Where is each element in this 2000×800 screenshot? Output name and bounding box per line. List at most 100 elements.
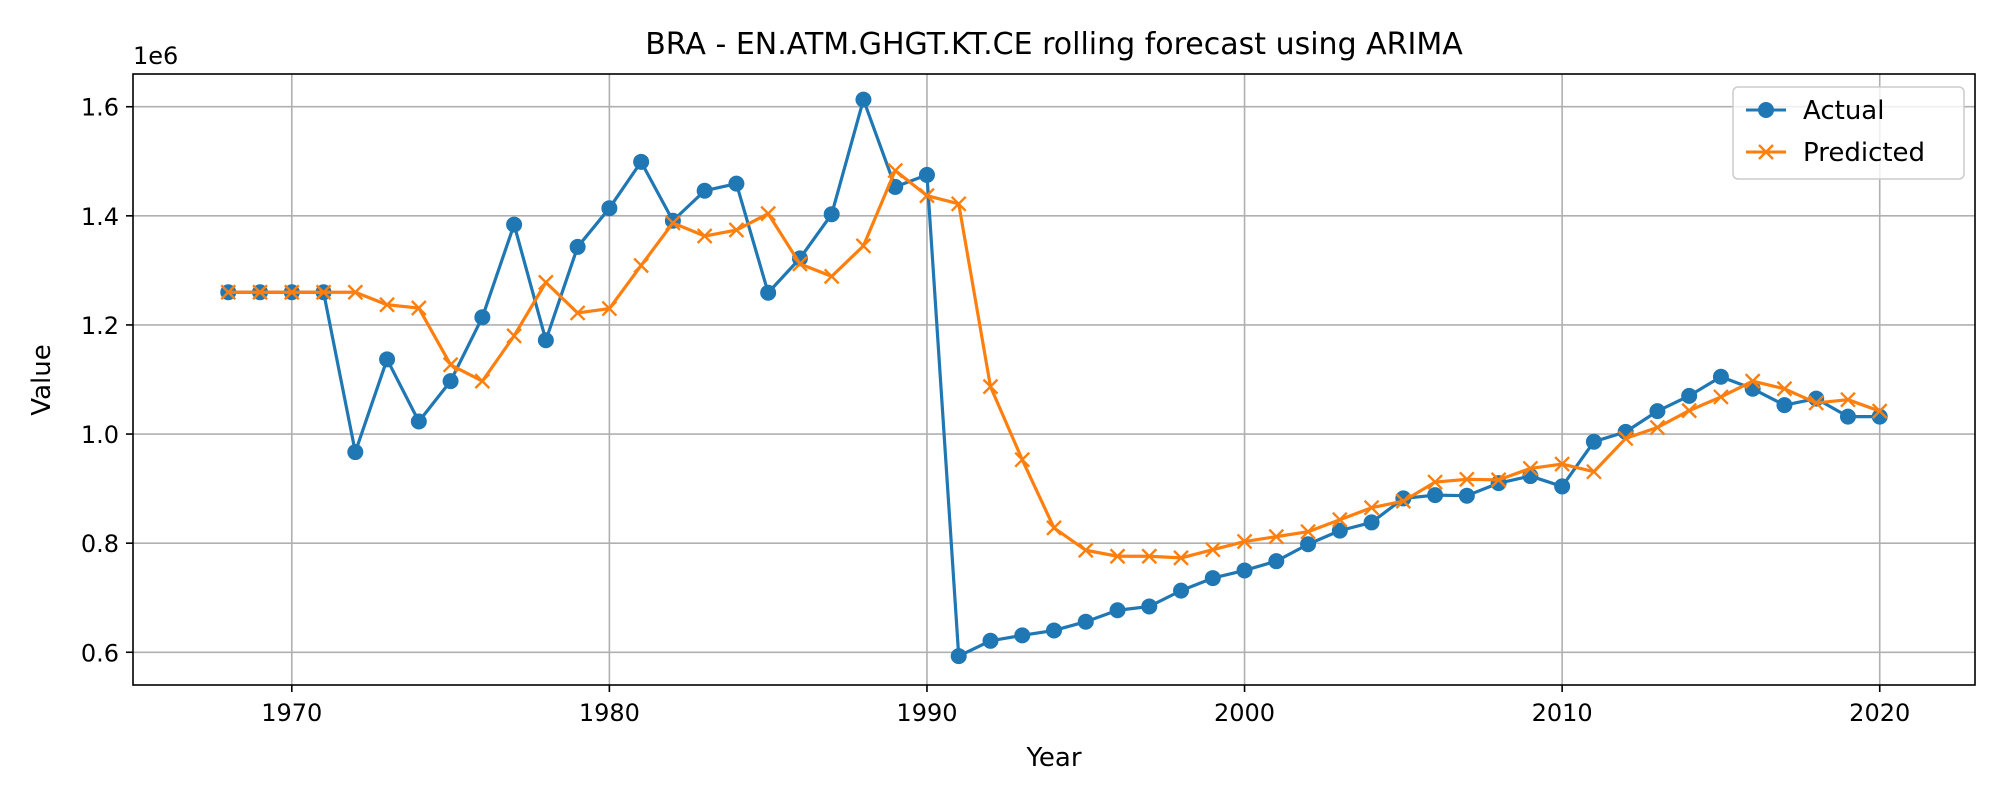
series-line-predicted — [228, 168, 1881, 560]
data-point-predicted — [633, 257, 649, 274]
x-tick-label: 2010 — [1532, 699, 1593, 727]
data-point-predicted — [1713, 389, 1729, 405]
data-point-predicted — [760, 205, 777, 222]
data-point-actual — [1331, 522, 1348, 539]
data-point-predicted — [1649, 419, 1666, 436]
data-point-actual — [1109, 602, 1126, 619]
data-point-predicted — [792, 255, 808, 272]
data-point-predicted — [1617, 430, 1634, 447]
legend-actual-marker — [1758, 102, 1774, 118]
data-point-predicted — [379, 296, 395, 313]
data-point-predicted — [1236, 533, 1253, 550]
data-point-actual — [1427, 487, 1444, 504]
y-offset-label: 1e6 — [133, 42, 178, 70]
data-point-predicted — [1173, 550, 1189, 566]
ticks: 1970 1980 1990 2000 2010 2020 0.6 0.8 1.0 1.2 1.4 1… — [81, 94, 1910, 727]
data-point-predicted — [1268, 528, 1285, 545]
data-point-predicted — [1554, 456, 1570, 472]
data-point-predicted — [1459, 471, 1475, 488]
data-point-predicted — [1300, 523, 1316, 540]
data-point-predicted — [1490, 472, 1507, 488]
data-point-predicted — [252, 284, 268, 301]
series-layer — [220, 91, 1888, 665]
data-point-predicted — [919, 187, 935, 204]
data-point-predicted — [1363, 499, 1380, 516]
data-point-predicted — [696, 228, 713, 244]
data-point-predicted — [347, 284, 364, 301]
data-point-predicted — [601, 300, 618, 317]
data-point-actual — [1077, 613, 1094, 630]
legend-box — [1732, 86, 1965, 180]
data-point-actual — [855, 91, 872, 108]
data-point-predicted — [728, 222, 745, 238]
data-point-actual — [1268, 553, 1285, 570]
data-point-predicted — [1681, 402, 1698, 419]
data-point-actual — [1649, 403, 1666, 420]
data-point-actual — [982, 632, 999, 649]
data-point-predicted — [283, 284, 300, 301]
data-point-predicted — [1427, 474, 1443, 490]
data-point-actual — [1554, 478, 1571, 495]
data-point-predicted — [474, 373, 491, 389]
data-point-actual — [1141, 598, 1158, 615]
data-point-predicted — [1744, 373, 1761, 389]
data-point-actual — [950, 648, 967, 665]
data-point-actual — [601, 200, 618, 217]
data-point-actual — [1300, 536, 1317, 553]
grid — [133, 74, 1975, 685]
x-tick-label: 2020 — [1849, 699, 1910, 727]
data-point-predicted — [823, 268, 840, 285]
data-point-predicted — [1141, 548, 1158, 565]
y-axis-label: Value — [27, 344, 57, 415]
y-tick-label: 1.2 — [81, 312, 119, 340]
x-axis-label: Year — [1025, 743, 1081, 773]
data-point-actual — [760, 284, 777, 301]
data-point-actual — [791, 250, 808, 267]
data-point-predicted — [665, 215, 681, 231]
data-point-predicted — [569, 305, 586, 321]
y-tick-label: 1.6 — [81, 94, 119, 122]
data-point-predicted — [982, 378, 999, 395]
y-tick-label: 0.8 — [81, 530, 119, 558]
data-point-actual — [1204, 570, 1221, 587]
y-tick-label: 1.0 — [81, 421, 119, 449]
data-point-predicted — [1046, 520, 1062, 536]
data-point-predicted — [410, 300, 427, 316]
data-point-actual — [633, 153, 650, 170]
x-tick-label: 1980 — [579, 699, 640, 727]
data-point-actual — [1712, 368, 1729, 385]
legend-x-icon — [1758, 144, 1774, 160]
series-predicted — [220, 162, 1888, 566]
data-point-predicted — [1586, 463, 1602, 480]
x-tick-label: 1990 — [896, 699, 957, 727]
data-point-predicted — [1808, 395, 1825, 411]
data-point-actual — [1776, 397, 1793, 414]
data-point-actual — [918, 166, 935, 183]
data-point-predicted — [1871, 403, 1888, 419]
data-point-predicted — [506, 328, 522, 344]
data-point-predicted — [1395, 493, 1412, 510]
data-point-predicted — [1522, 460, 1539, 477]
data-point-actual — [1014, 627, 1031, 644]
data-point-actual — [1585, 433, 1602, 450]
data-point-predicted — [220, 284, 237, 301]
data-point-actual — [1173, 582, 1190, 599]
data-point-actual — [569, 238, 586, 255]
data-point-actual — [1871, 408, 1888, 425]
data-point-actual — [823, 206, 840, 223]
data-point-actual — [1458, 487, 1475, 504]
data-point-predicted — [538, 274, 554, 291]
data-point-actual — [728, 175, 745, 192]
data-point-predicted — [442, 356, 459, 373]
data-point-actual — [379, 351, 396, 368]
data-point-actual — [537, 332, 554, 349]
data-point-predicted — [855, 237, 872, 254]
y-tick-label: 0.6 — [81, 639, 119, 667]
data-point-actual — [1681, 387, 1698, 404]
data-point-predicted — [1014, 451, 1031, 468]
chart-title: BRA - EN.ATM.GHGT.KT.CE rolling forecast… — [645, 27, 1463, 62]
data-point-actual — [1046, 622, 1062, 639]
x-tick-label: 1970 — [261, 699, 322, 727]
series-actual — [220, 91, 1888, 665]
